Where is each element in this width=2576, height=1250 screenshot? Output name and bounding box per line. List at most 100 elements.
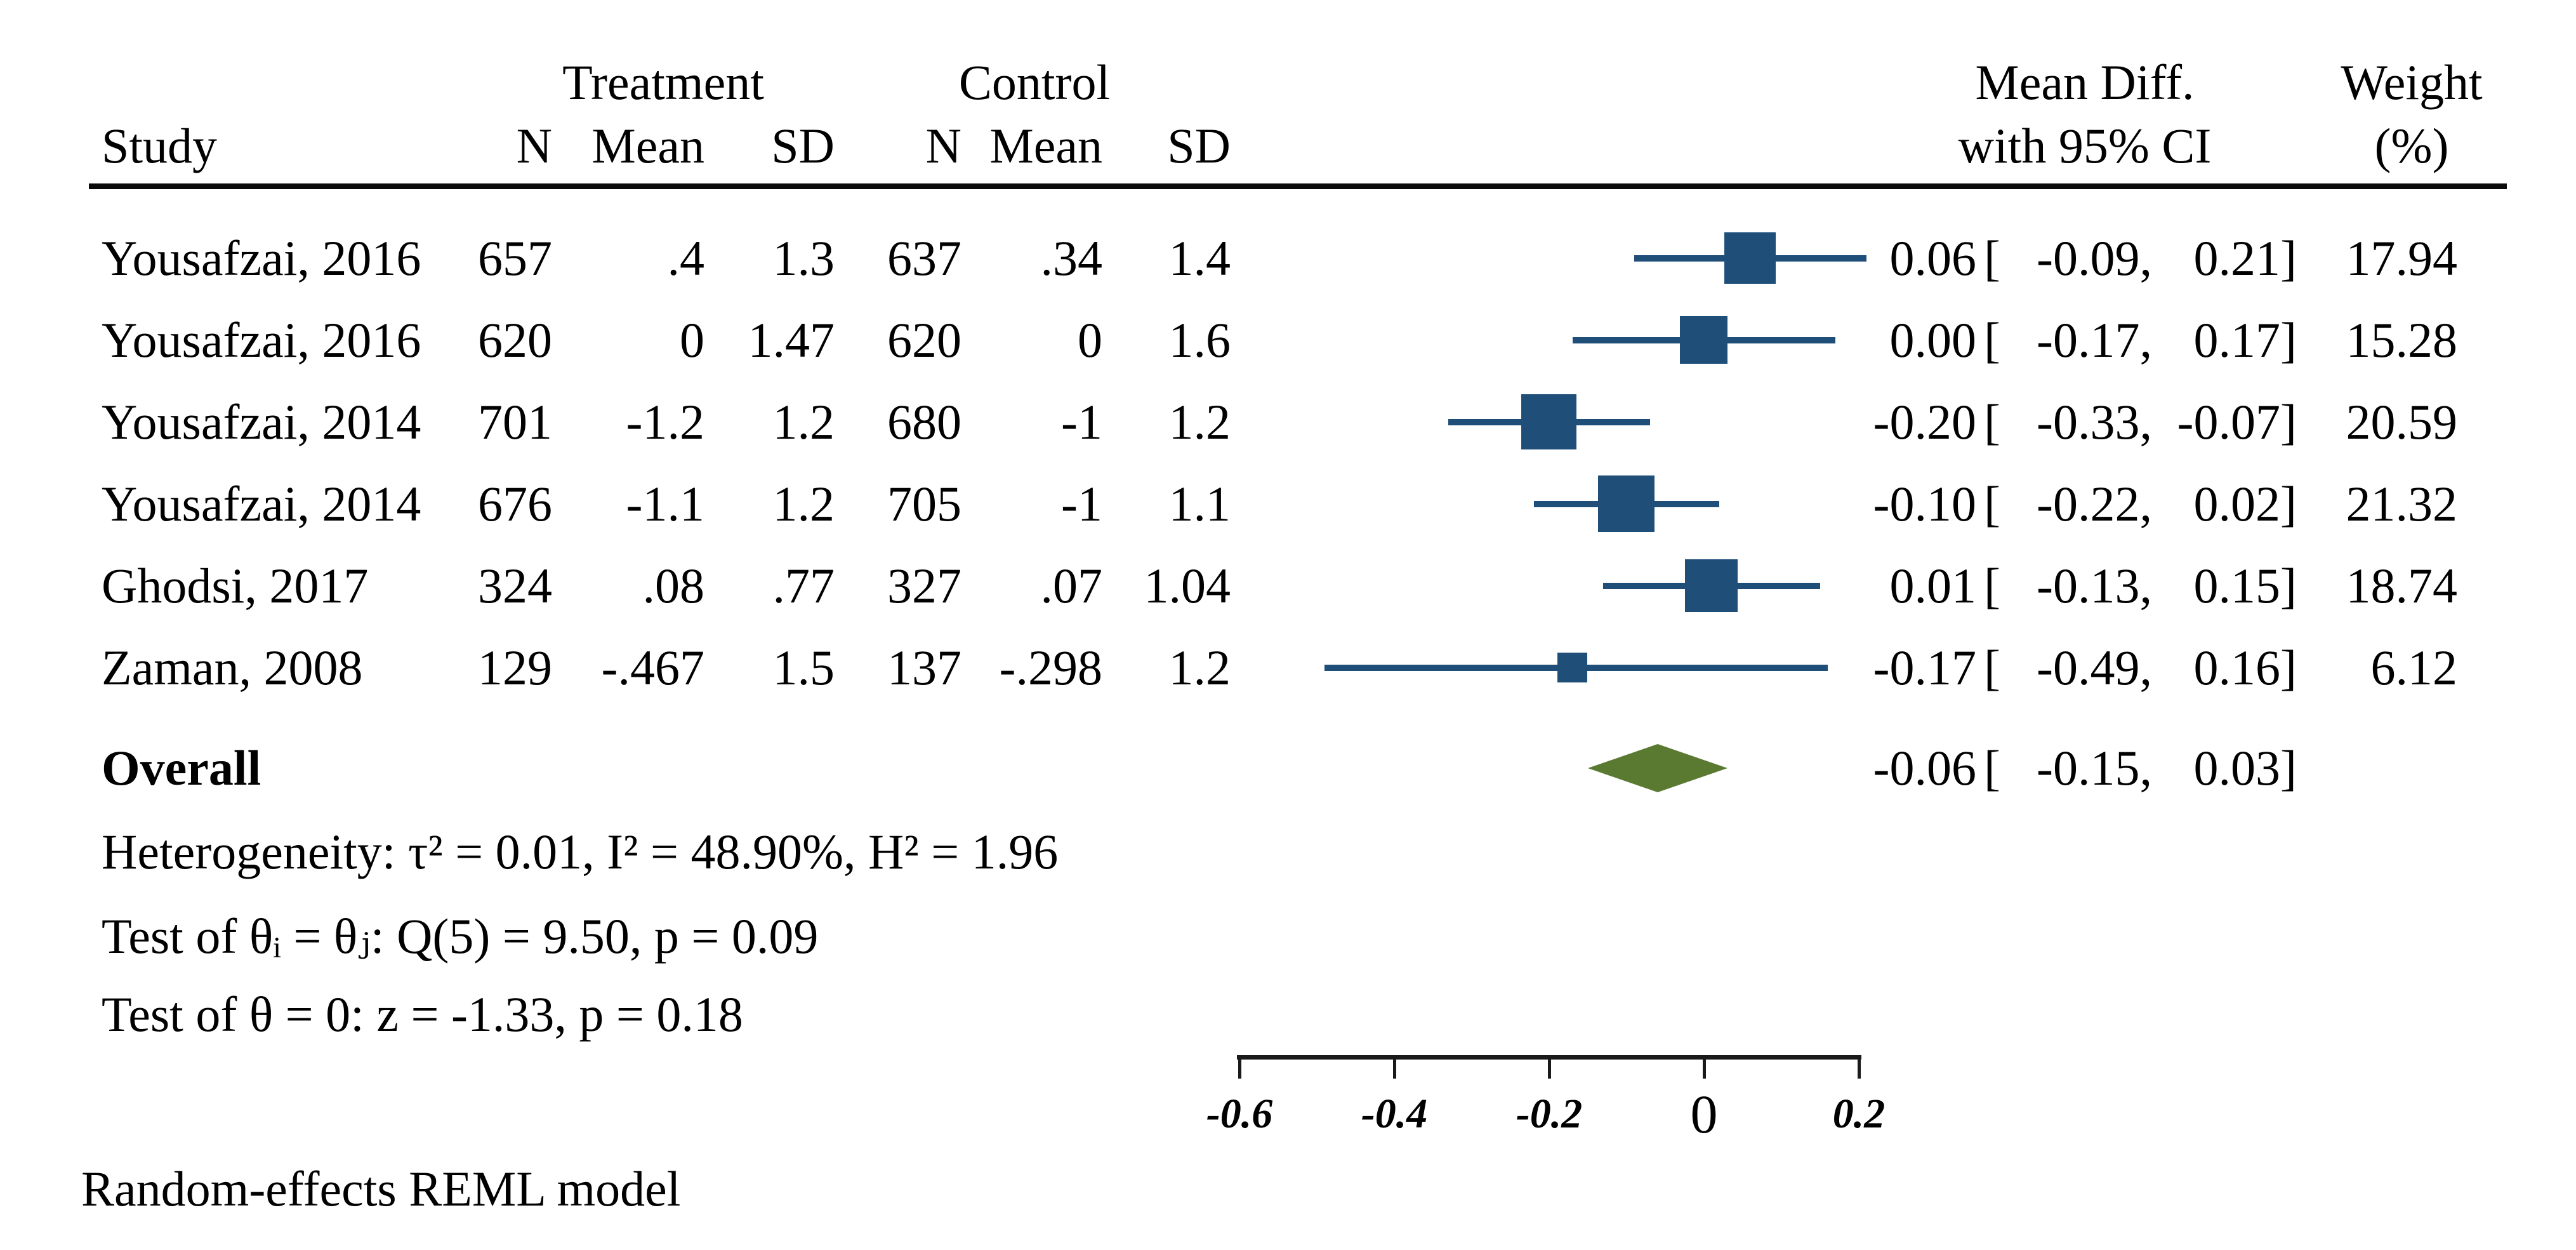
- header-rule: [89, 183, 2507, 189]
- ci-lower-value: -0.13,: [2037, 558, 2152, 613]
- weight-value: 6.12: [2370, 640, 2458, 695]
- treatment-n-header: N: [516, 118, 552, 173]
- ci-open-bracket: [: [1984, 394, 2000, 449]
- overall-ci-lower-value: -0.15,: [2037, 740, 2152, 795]
- axis-tick: [1548, 1060, 1551, 1079]
- study-name: Yousafzai, 2016: [102, 312, 421, 368]
- treatment-sd-value: 1.47: [748, 312, 835, 368]
- weight-value: 20.59: [2346, 394, 2458, 449]
- control-group-header: Control: [958, 55, 1111, 110]
- control-n-value: 680: [887, 394, 961, 449]
- test-of-overall-effect: Test of θ = 0: z = -1.33, p = 0.18: [102, 987, 743, 1042]
- treatment-mean-value: -1.2: [626, 394, 704, 449]
- control-sd-value: 1.1: [1168, 476, 1231, 531]
- treatment-mean-value: 0: [680, 312, 704, 368]
- control-n-value: 620: [887, 312, 961, 368]
- treatment-sd-value: .77: [772, 558, 835, 613]
- weight-header-line1: Weight: [2341, 55, 2483, 110]
- treatment-sd-value: 1.2: [772, 476, 835, 531]
- ci-upper-value: 0.15]: [2193, 558, 2297, 613]
- ci-open-bracket: [: [1984, 558, 2000, 613]
- x-axis-line: [1237, 1055, 1861, 1060]
- ci-lower-value: -0.33,: [2037, 394, 2152, 449]
- overall-estimate-value: -0.06: [1873, 740, 1976, 795]
- overall-diamond: [1588, 744, 1727, 792]
- treatment-group-header: Treatment: [562, 55, 764, 110]
- treatment-n-value: 701: [478, 394, 552, 449]
- treatment-mean-value: .4: [667, 230, 705, 286]
- treatment-sd-header: SD: [771, 118, 835, 173]
- weight-header-line2: (%): [2374, 118, 2449, 173]
- ci-open-bracket: [: [1984, 312, 2000, 368]
- treatment-mean-value: .08: [642, 558, 705, 613]
- control-n-value: 327: [887, 558, 961, 613]
- control-mean-value: -1: [1061, 394, 1102, 449]
- axis-tick-label: 0.2: [1832, 1091, 1886, 1137]
- control-sd-value: 1.2: [1168, 640, 1231, 695]
- ci-open-bracket: [: [1984, 476, 2000, 531]
- ci-open-bracket: [: [1984, 740, 2000, 795]
- overall-ci-upper-value: 0.03]: [2193, 740, 2297, 795]
- treatment-sd-value: 1.3: [772, 230, 835, 286]
- study-name: Ghodsi, 2017: [102, 558, 369, 613]
- ci-upper-value: 0.21]: [2193, 230, 2297, 286]
- control-sd-value: 1.04: [1144, 558, 1231, 613]
- control-n-value: 705: [887, 476, 961, 531]
- treatment-n-value: 324: [478, 558, 552, 613]
- effect-marker: [1685, 559, 1738, 612]
- ci-lower-value: -0.22,: [2037, 476, 2152, 531]
- control-n-header: N: [925, 118, 961, 173]
- study-name: Yousafzai, 2016: [102, 230, 421, 286]
- ci-upper-value: -0.07]: [2177, 394, 2297, 449]
- control-mean-value: -.298: [999, 640, 1102, 695]
- effect-header-line2: with 95% CI: [1958, 118, 2212, 173]
- weight-value: 15.28: [2346, 312, 2458, 368]
- control-n-value: 137: [887, 640, 961, 695]
- axis-tick: [1703, 1060, 1706, 1079]
- treatment-mean-header: Mean: [591, 118, 704, 173]
- model-note: Random-effects REML model: [81, 1161, 681, 1216]
- ci-upper-value: 0.02]: [2193, 476, 2297, 531]
- axis-tick-label: -0.2: [1516, 1091, 1583, 1137]
- weight-value: 21.32: [2346, 476, 2458, 531]
- effect-estimate-value: 0.00: [1889, 312, 1977, 368]
- effect-estimate-value: -0.20: [1873, 394, 1976, 449]
- ci-open-bracket: [: [1984, 640, 2000, 695]
- axis-tick: [1393, 1060, 1396, 1079]
- study-name: Yousafzai, 2014: [102, 394, 421, 449]
- control-sd-header: SD: [1167, 118, 1231, 173]
- control-n-value: 637: [887, 230, 961, 286]
- control-sd-value: 1.2: [1168, 394, 1231, 449]
- treatment-sd-value: 1.5: [772, 640, 835, 695]
- effect-estimate-value: -0.10: [1873, 476, 1976, 531]
- control-sd-value: 1.6: [1168, 312, 1231, 368]
- heterogeneity-stats: Heterogeneity: τ² = 0.01, I² = 48.90%, H…: [102, 824, 1059, 879]
- study-column-header: Study: [102, 118, 218, 173]
- study-name: Zaman, 2008: [102, 640, 363, 695]
- effect-marker: [1598, 475, 1655, 532]
- treatment-n-value: 676: [478, 476, 552, 531]
- effect-estimate-value: -0.17: [1873, 640, 1976, 695]
- ci-upper-value: 0.16]: [2193, 640, 2297, 695]
- treatment-n-value: 620: [478, 312, 552, 368]
- axis-tick: [1858, 1060, 1861, 1079]
- treatment-n-value: 129: [478, 640, 552, 695]
- effect-marker: [1557, 653, 1587, 682]
- axis-tick-label: -0.6: [1206, 1091, 1273, 1137]
- ci-lower-value: -0.49,: [2037, 640, 2152, 695]
- axis-tick-label: -0.4: [1361, 1091, 1428, 1137]
- ci-upper-value: 0.17]: [2193, 312, 2297, 368]
- effect-marker: [1724, 232, 1776, 284]
- treatment-sd-value: 1.2: [772, 394, 835, 449]
- effect-marker: [1521, 394, 1576, 449]
- ci-lower-value: -0.17,: [2037, 312, 2152, 368]
- control-mean-value: .07: [1040, 558, 1103, 613]
- weight-value: 18.74: [2346, 558, 2458, 613]
- control-mean-value: .34: [1040, 230, 1103, 286]
- axis-tick: [1238, 1060, 1241, 1079]
- axis-tick-label: 0: [1690, 1084, 1718, 1145]
- treatment-n-value: 657: [478, 230, 552, 286]
- weight-value: 17.94: [2346, 230, 2458, 286]
